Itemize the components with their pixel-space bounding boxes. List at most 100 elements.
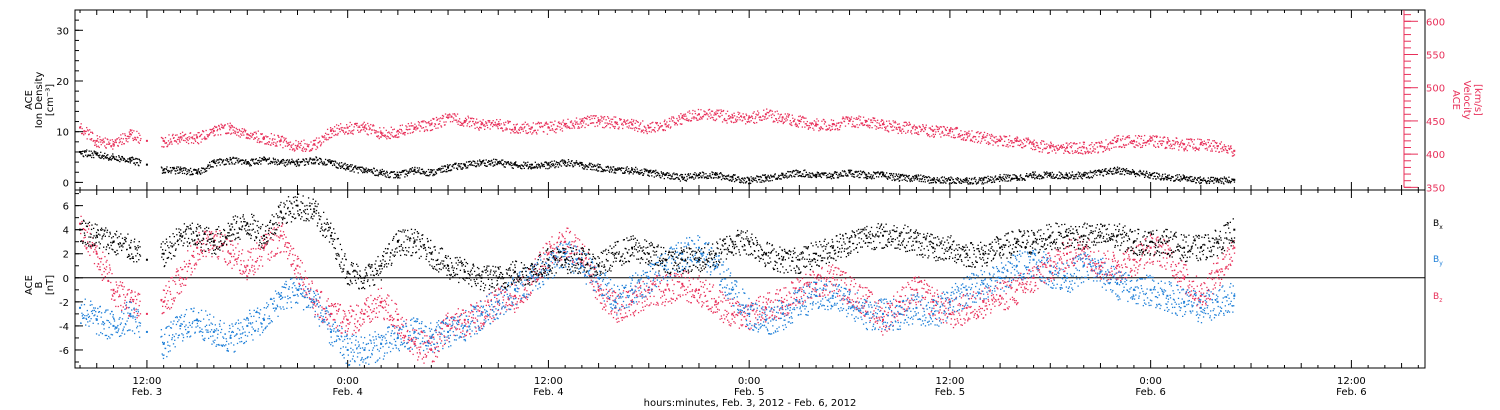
density-series-sample bbox=[533, 166, 535, 169]
density-series-sample bbox=[738, 178, 740, 180]
velocity-series-sample bbox=[456, 113, 459, 115]
velocity-series-sample bbox=[687, 120, 690, 122]
velocity-series-sample bbox=[1075, 143, 1077, 145]
velocity-series-sample bbox=[827, 128, 830, 130]
density-series-point bbox=[915, 176, 918, 179]
velocity-series-sample bbox=[528, 125, 530, 127]
density-series-sample bbox=[319, 161, 321, 164]
velocity-series-sample bbox=[1084, 151, 1086, 153]
velocity-series-sample bbox=[1099, 142, 1101, 145]
velocity-series-sample bbox=[646, 131, 648, 133]
density-series-sample bbox=[343, 168, 346, 170]
density-series-sample bbox=[413, 170, 416, 172]
velocity-series-sample bbox=[899, 129, 901, 131]
density-series-sample bbox=[969, 181, 971, 184]
density-series-sample bbox=[713, 173, 716, 176]
density-series-sample bbox=[213, 159, 215, 161]
velocity-series-sample bbox=[1062, 146, 1064, 149]
density-series-sample bbox=[747, 177, 749, 179]
bz-series-sample bbox=[125, 307, 127, 310]
density-series-sample bbox=[266, 159, 268, 161]
velocity-series-sample bbox=[835, 125, 837, 127]
velocity-series-sample bbox=[499, 124, 501, 126]
density-series-sample bbox=[920, 174, 922, 176]
density-series-sample bbox=[208, 161, 211, 164]
velocity-series-sample bbox=[351, 132, 353, 135]
density-series-sample bbox=[943, 180, 945, 182]
bottom-panel-data bbox=[79, 193, 1236, 366]
density-series-sample bbox=[395, 175, 397, 177]
bz-series-sample bbox=[126, 294, 128, 296]
density-series-sample bbox=[928, 182, 930, 184]
density-series-sample bbox=[454, 163, 457, 165]
density-series-sample bbox=[1222, 178, 1224, 180]
velocity-series-point bbox=[564, 123, 567, 126]
bz-series-sample bbox=[170, 306, 173, 309]
bz-series-sample bbox=[116, 290, 119, 292]
velocity-series-sample bbox=[89, 138, 91, 140]
velocity-series-sample bbox=[474, 121, 477, 123]
density-series-sample bbox=[632, 168, 634, 170]
density-series-sample bbox=[599, 163, 601, 166]
velocity-series-sample bbox=[932, 129, 934, 131]
density-series-sample bbox=[980, 179, 982, 182]
velocity-series-sample bbox=[831, 125, 833, 128]
density-series-sample bbox=[910, 178, 912, 180]
density-series-sample bbox=[624, 172, 626, 174]
velocity-series-sample bbox=[624, 121, 626, 123]
velocity-series-sample bbox=[1125, 137, 1127, 139]
bz-series-sample bbox=[82, 228, 84, 230]
velocity-series-sample bbox=[673, 121, 676, 124]
density-series-sample bbox=[855, 171, 858, 173]
density-series-sample bbox=[1012, 174, 1014, 176]
density-series-sample bbox=[1148, 177, 1150, 179]
velocity-series-sample bbox=[933, 135, 935, 137]
bz-series-sample bbox=[168, 286, 170, 288]
density-series-point bbox=[731, 176, 734, 179]
velocity-series-sample bbox=[357, 126, 359, 128]
velocity-series-sample bbox=[969, 140, 972, 142]
velocity-series-sample bbox=[559, 126, 561, 128]
density-series-sample bbox=[213, 160, 215, 162]
velocity-series-sample bbox=[638, 125, 640, 127]
density-series-sample bbox=[105, 157, 107, 159]
velocity-series-sample bbox=[1184, 148, 1186, 150]
velocity-series-sample bbox=[1195, 146, 1197, 148]
density-series-sample bbox=[650, 172, 652, 174]
velocity-series-sample bbox=[183, 134, 186, 136]
velocity-series-sample bbox=[376, 131, 378, 133]
velocity-series-sample bbox=[921, 128, 923, 130]
velocity-series-sample bbox=[775, 118, 777, 120]
density-series-sample bbox=[1064, 174, 1066, 176]
density-series-sample bbox=[786, 175, 788, 177]
velocity-series-sample bbox=[279, 141, 281, 143]
density-series-sample bbox=[574, 162, 577, 164]
density-series-sample bbox=[105, 156, 107, 158]
velocity-series-sample bbox=[643, 125, 645, 128]
density-series-sample bbox=[628, 168, 630, 170]
velocity-series-sample bbox=[688, 119, 690, 121]
velocity-series-sample bbox=[1085, 151, 1087, 154]
velocity-series-sample bbox=[665, 126, 667, 128]
velocity-series-sample bbox=[1183, 150, 1185, 152]
density-series-sample bbox=[411, 170, 413, 173]
velocity-series-sample bbox=[81, 127, 83, 130]
density-series-sample bbox=[649, 169, 651, 172]
density-series-sample bbox=[122, 157, 124, 159]
velocity-series-sample bbox=[181, 137, 183, 139]
density-series-sample bbox=[206, 167, 208, 169]
density-series-sample bbox=[236, 159, 238, 161]
density-series-sample bbox=[1159, 175, 1161, 177]
velocity-series-sample bbox=[1150, 136, 1153, 138]
velocity-series-sample bbox=[870, 121, 872, 123]
velocity-series-sample bbox=[98, 141, 100, 143]
velocity-series-sample bbox=[1139, 143, 1141, 146]
velocity-series-sample bbox=[1141, 144, 1144, 147]
density-series-sample bbox=[185, 168, 187, 170]
density-series-sample bbox=[202, 167, 205, 169]
velocity-series-sample bbox=[373, 129, 375, 131]
velocity-series-sample bbox=[465, 120, 467, 122]
velocity-series-sample bbox=[118, 142, 120, 144]
density-series-sample bbox=[672, 178, 675, 180]
density-series-sample bbox=[1213, 182, 1215, 184]
